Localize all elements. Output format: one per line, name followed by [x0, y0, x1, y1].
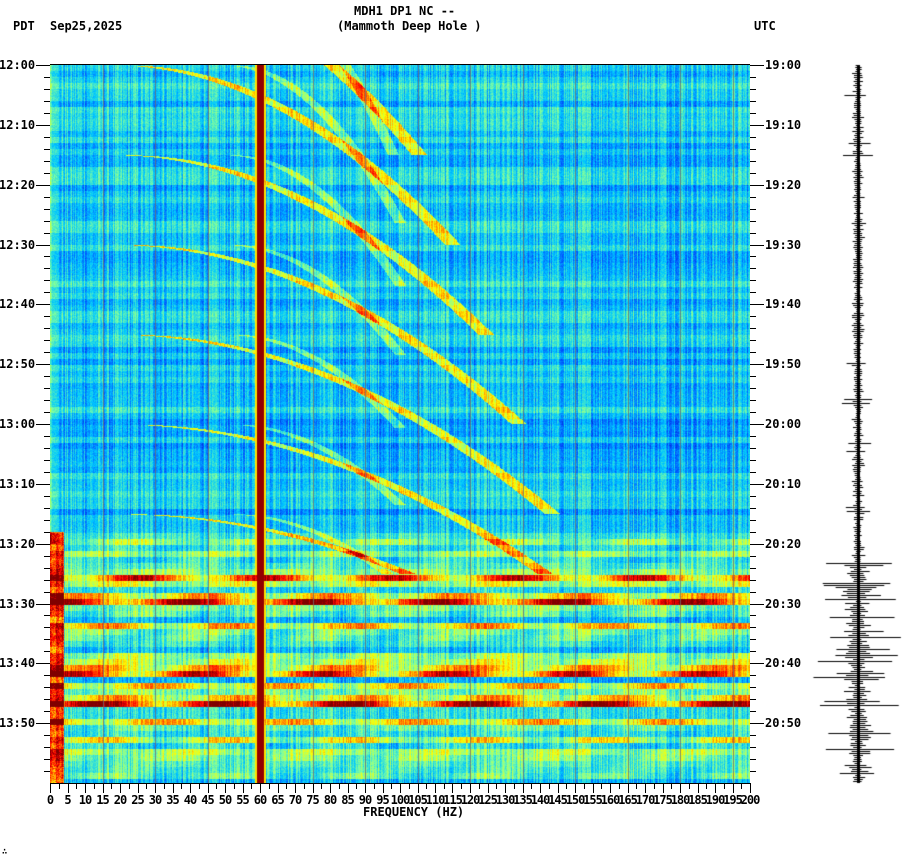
x-tick: 60: [253, 793, 267, 807]
x-tick: 165: [618, 793, 638, 807]
x-tick: 195: [723, 793, 743, 807]
y-tick-right: 19:10: [765, 118, 802, 132]
y-tick-left: 13:50: [0, 716, 36, 730]
left-timezone: PDT: [13, 19, 35, 33]
x-tick: 75: [306, 793, 319, 807]
x-tick: 135: [513, 793, 533, 807]
x-tick: 100: [390, 793, 411, 807]
y-tick-right: 19:20: [765, 178, 802, 192]
x-tick: 170: [635, 793, 656, 807]
x-tick: 180: [670, 793, 691, 807]
x-axis-title: FREQUENCY (HZ): [363, 805, 465, 819]
location-subtitle: (Mammoth Deep Hole ): [337, 19, 482, 33]
x-tick: 25: [131, 793, 144, 807]
x-tick: 15: [96, 793, 109, 807]
x-tick: 80: [323, 793, 337, 807]
x-tick: 45: [201, 793, 214, 807]
x-tick: 130: [495, 793, 516, 807]
y-tick-left: 13:40: [0, 656, 36, 670]
y-tick-right: 19:30: [765, 238, 802, 252]
x-tick: 50: [218, 793, 232, 807]
x-tick: 145: [548, 793, 568, 807]
y-tick-right: 20:40: [765, 656, 802, 670]
y-tick-left: 12:00: [0, 58, 36, 72]
y-tick-left: 13:00: [0, 417, 36, 431]
x-tick: 70: [288, 793, 302, 807]
y-tick-right: 19:40: [765, 297, 802, 311]
seismogram-trace: [800, 60, 902, 790]
date-label: Sep25,2025: [50, 19, 123, 33]
x-tick: 160: [600, 793, 621, 807]
y-tick-right: 19:00: [765, 58, 802, 72]
x-tick: 95: [376, 793, 389, 807]
y-tick-left: 13:20: [0, 537, 36, 551]
y-tick-right: 20:10: [765, 477, 802, 491]
x-tick: 10: [78, 793, 92, 807]
y-tick-left: 12:10: [0, 118, 36, 132]
x-tick: 125: [478, 793, 498, 807]
y-tick-left: 13:30: [0, 597, 36, 611]
y-tick-right: 20:00: [765, 417, 802, 431]
x-tick: 55: [236, 793, 249, 807]
x-tick: 65: [271, 793, 284, 807]
x-tick: 150: [565, 793, 586, 807]
station-title: MDH1 DP1 NC --: [354, 4, 456, 18]
x-tick: 20: [113, 793, 127, 807]
x-tick: 90: [358, 793, 372, 807]
y-tick-right: 19:50: [765, 357, 802, 371]
x-tick: 5: [64, 793, 71, 807]
x-tick: 0: [46, 793, 54, 807]
y-tick-left: 12:50: [0, 357, 36, 371]
y-tick-left: 12:40: [0, 297, 36, 311]
y-tick-right: 20:20: [765, 537, 802, 551]
x-tick: 200: [740, 793, 761, 807]
x-tick: 185: [688, 793, 708, 807]
y-tick-right: 20:30: [765, 597, 802, 611]
x-tick: 120: [460, 793, 481, 807]
x-tick: 85: [341, 793, 354, 807]
x-tick: 110: [425, 793, 446, 807]
right-timezone: UTC: [754, 19, 776, 33]
y-tick-left: 13:10: [0, 477, 36, 491]
x-tick: 40: [183, 793, 197, 807]
x-tick: 35: [166, 793, 179, 807]
x-tick: 115: [443, 793, 463, 807]
spectrogram-plot: [50, 65, 750, 783]
x-tick: 30: [148, 793, 162, 807]
x-tick: 175: [653, 793, 673, 807]
x-tick: 140: [530, 793, 551, 807]
y-tick-left: 12:30: [0, 238, 36, 252]
y-tick-right: 20:50: [765, 716, 802, 730]
x-tick: 105: [408, 793, 428, 807]
x-tick: 155: [583, 793, 603, 807]
x-tick: 190: [705, 793, 726, 807]
y-tick-left: 12:20: [0, 178, 36, 192]
footer-mark: ∴: [2, 847, 8, 857]
